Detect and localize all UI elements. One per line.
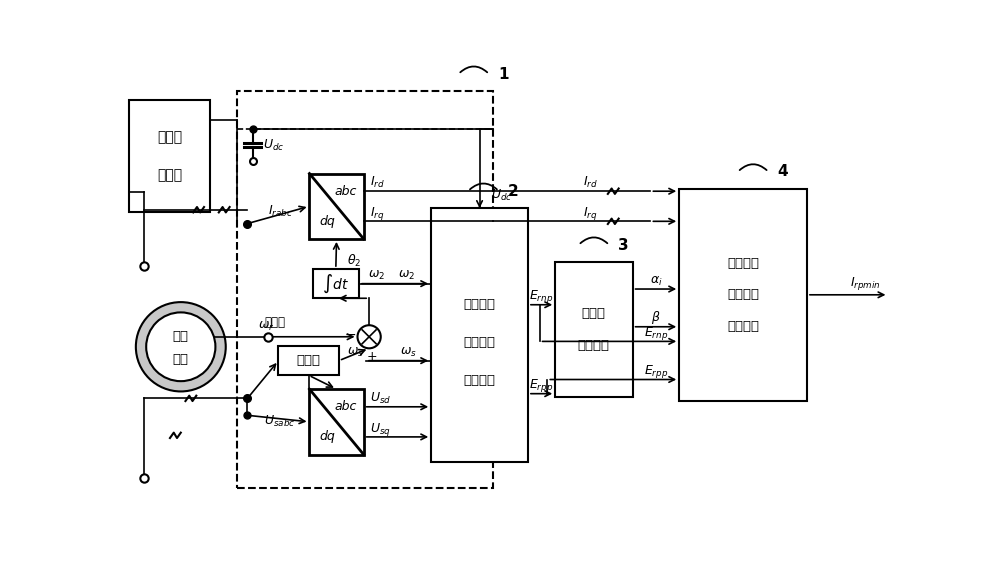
Text: 转子侧感: 转子侧感 — [464, 298, 496, 311]
Text: $I_{rq}$: $I_{rq}$ — [583, 205, 597, 222]
Bar — [278, 346, 339, 375]
Text: $I_{rd}$: $I_{rd}$ — [370, 175, 385, 190]
Circle shape — [136, 302, 226, 391]
Text: abc: abc — [335, 400, 357, 413]
Circle shape — [146, 312, 215, 381]
Circle shape — [358, 325, 381, 348]
Bar — [309, 389, 364, 455]
Text: 2: 2 — [508, 184, 518, 199]
Text: dq: dq — [319, 215, 335, 228]
Text: 双馈: 双馈 — [173, 329, 189, 342]
Text: +: + — [366, 349, 377, 362]
Text: 3: 3 — [618, 238, 629, 253]
Text: $\omega_r$: $\omega_r$ — [258, 320, 275, 333]
Text: $E_{rpp}$: $E_{rpp}$ — [529, 378, 554, 395]
Bar — [313, 269, 359, 298]
Text: $\int dt$: $\int dt$ — [322, 273, 349, 295]
Text: 1: 1 — [498, 67, 508, 82]
Text: 计算单元: 计算单元 — [464, 374, 496, 387]
Text: $\beta$: $\beta$ — [651, 310, 661, 327]
Text: abc: abc — [335, 185, 357, 198]
Text: $\omega_2$: $\omega_2$ — [368, 269, 385, 282]
Text: $E_{rnp}$: $E_{rnp}$ — [529, 289, 554, 306]
Text: 锁相环: 锁相环 — [297, 354, 321, 367]
Text: $E_{rpp}$: $E_{rpp}$ — [644, 363, 668, 380]
Text: $\omega_s$: $\omega_s$ — [400, 346, 417, 359]
Text: $I_{rd}$: $I_{rd}$ — [583, 175, 597, 190]
Text: dq: dq — [319, 430, 335, 443]
Text: $\theta_2$: $\theta_2$ — [347, 253, 361, 269]
Text: 计算单元: 计算单元 — [578, 339, 610, 352]
Text: $\alpha_i$: $\alpha_i$ — [650, 274, 662, 287]
Text: 变流器: 变流器 — [157, 168, 182, 182]
Text: 电机: 电机 — [173, 353, 189, 366]
Text: $I_{rabc}$: $I_{rabc}$ — [268, 204, 292, 219]
Text: 控制角: 控制角 — [582, 307, 606, 320]
Text: $U_{sd}$: $U_{sd}$ — [370, 391, 391, 405]
Bar — [237, 91, 493, 488]
Text: $I_{rq}$: $I_{rq}$ — [370, 205, 384, 222]
Text: 电流峰值: 电流峰值 — [727, 288, 759, 301]
Text: $U_{sabc}$: $U_{sabc}$ — [264, 414, 296, 429]
Bar — [129, 100, 210, 212]
Text: $U_{sq}$: $U_{sq}$ — [370, 421, 391, 438]
Bar — [555, 262, 633, 397]
Text: $\omega_2$: $\omega_2$ — [398, 269, 415, 282]
Text: 应电动势: 应电动势 — [464, 336, 496, 349]
Text: 转子侧: 转子侧 — [157, 130, 182, 144]
Bar — [431, 208, 528, 462]
Text: 编码器: 编码器 — [264, 316, 285, 329]
Text: −: − — [345, 328, 356, 341]
Bar — [679, 189, 807, 401]
Text: 4: 4 — [777, 164, 788, 180]
Text: $E_{rnp}$: $E_{rnp}$ — [644, 325, 668, 342]
Text: 最小故障: 最小故障 — [727, 256, 759, 269]
Bar — [309, 174, 364, 239]
Text: $I_{rpmin}$: $I_{rpmin}$ — [850, 274, 880, 291]
Text: $U_{dc}$: $U_{dc}$ — [263, 137, 284, 153]
Text: $\omega_s$: $\omega_s$ — [347, 345, 363, 358]
Text: 计算单元: 计算单元 — [727, 320, 759, 333]
Text: $U_{dc}$: $U_{dc}$ — [491, 188, 513, 203]
